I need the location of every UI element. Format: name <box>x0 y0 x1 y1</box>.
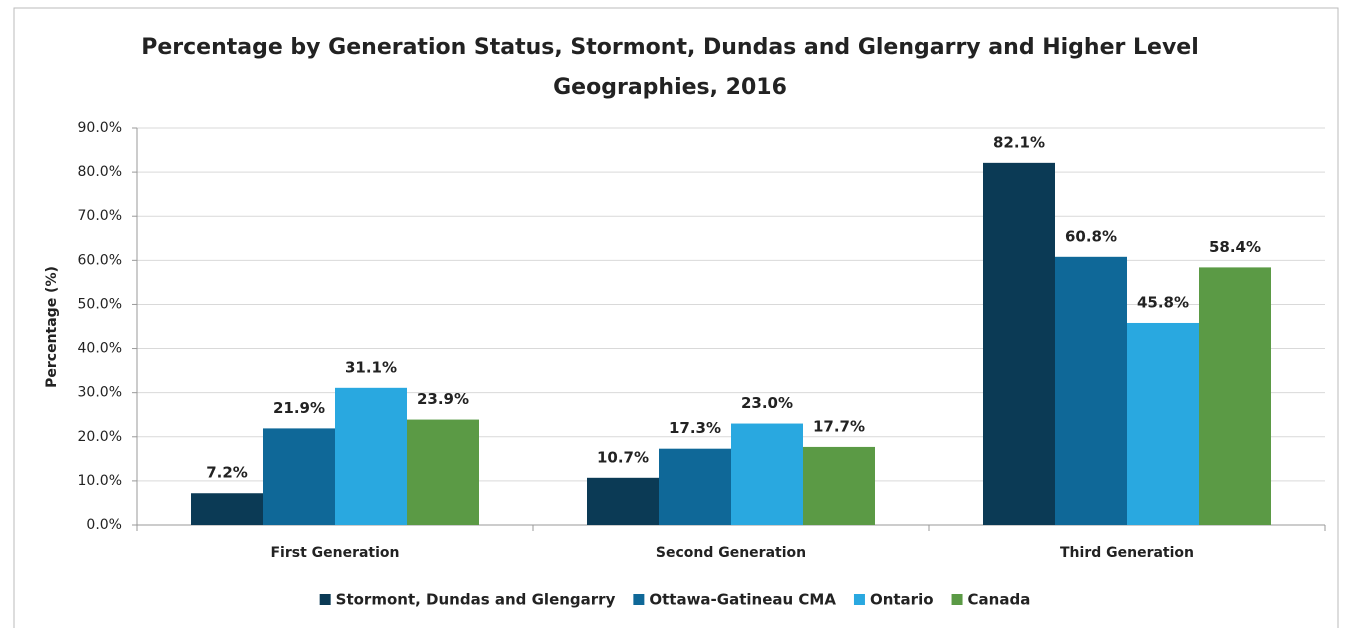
chart-frame <box>13 7 1339 628</box>
data-label: 23.9% <box>417 390 469 408</box>
y-tick-label: 20.0% <box>78 429 122 445</box>
chart-title: Percentage by Generation Status, Stormon… <box>141 35 1199 100</box>
legend-swatch <box>633 594 645 605</box>
bar <box>659 448 731 525</box>
bar <box>191 493 263 525</box>
data-label: 31.1% <box>345 358 397 376</box>
data-label: 82.1% <box>993 133 1045 151</box>
bar <box>263 428 335 525</box>
legend-swatch <box>319 594 331 605</box>
data-label: 45.8% <box>1137 293 1189 311</box>
legend-swatch <box>853 594 865 605</box>
y-tick-label: 60.0% <box>78 252 122 268</box>
y-tick-label: 80.0% <box>78 164 122 180</box>
y-tick-label: 0.0% <box>86 517 122 533</box>
legend-label: Ontario <box>870 591 934 609</box>
y-tick-label: 70.0% <box>78 208 122 224</box>
data-label: 17.3% <box>669 419 721 437</box>
y-tick-label: 50.0% <box>78 296 122 312</box>
bar <box>803 446 875 525</box>
data-label: 17.7% <box>813 417 865 435</box>
bar <box>407 419 479 525</box>
bar <box>587 477 659 525</box>
bar <box>983 162 1055 525</box>
data-label: 21.9% <box>273 399 325 417</box>
legend-label: Canada <box>968 591 1031 609</box>
y-tick-label: 10.0% <box>78 473 122 489</box>
x-tick-label: First Generation <box>270 545 399 561</box>
bar <box>1055 256 1127 525</box>
legend-swatch <box>951 594 963 605</box>
y-tick-label: 90.0% <box>78 120 122 136</box>
data-label: 10.7% <box>597 448 649 466</box>
legend-label: Ottawa-Gatineau CMA <box>649 591 836 609</box>
data-label: 7.2% <box>206 464 248 482</box>
bar <box>335 387 407 525</box>
x-tick-label: Third Generation <box>1060 545 1194 561</box>
x-tick-label: Second Generation <box>656 545 806 561</box>
bar <box>1127 322 1199 525</box>
data-label: 60.8% <box>1065 227 1117 245</box>
legend-label: Stormont, Dundas and Glengarry <box>336 591 616 609</box>
y-tick-label: 30.0% <box>78 385 122 401</box>
bar <box>1199 267 1271 525</box>
y-axis-label: Percentage (%) <box>44 266 60 388</box>
data-label: 58.4% <box>1209 238 1261 256</box>
data-label: 23.0% <box>741 394 793 412</box>
bar <box>731 423 803 525</box>
y-tick-label: 40.0% <box>78 341 122 357</box>
